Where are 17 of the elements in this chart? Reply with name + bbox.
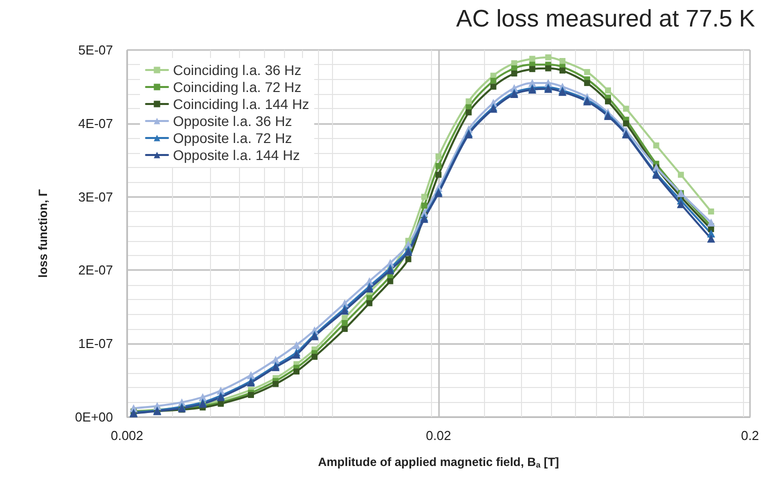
y-tick-label: 2E-07 — [78, 262, 113, 278]
legend-label: Coinciding l.a. 72 Hz — [173, 79, 302, 95]
x-tick-label: 0.002 — [110, 428, 144, 443]
legend-label: Coinciding l.a. 144 Hz — [173, 96, 310, 112]
y-axis-title: loss function, Γ — [36, 188, 50, 278]
y-tick-label: 3E-07 — [78, 189, 113, 204]
y-tick-label: 0E+00 — [75, 410, 113, 424]
x-tick-label: 0.02 — [426, 428, 452, 443]
y-tick-label: 4E-07 — [78, 116, 113, 131]
chart-title: AC loss measured at 77.5 K — [456, 6, 756, 32]
legend-label: Opposite l.a. 36 Hz — [173, 113, 292, 129]
legend-label: Coinciding l.a. 36 Hz — [173, 62, 302, 78]
x-tick-label: 0.2 — [740, 428, 760, 443]
legend-label: Opposite l.a. 144 Hz — [173, 147, 300, 163]
legend-label: Opposite l.a. 72 Hz — [173, 130, 292, 146]
y-tick-label: 1E-07 — [78, 336, 113, 352]
y-tick-label: 5E-07 — [78, 42, 113, 58]
